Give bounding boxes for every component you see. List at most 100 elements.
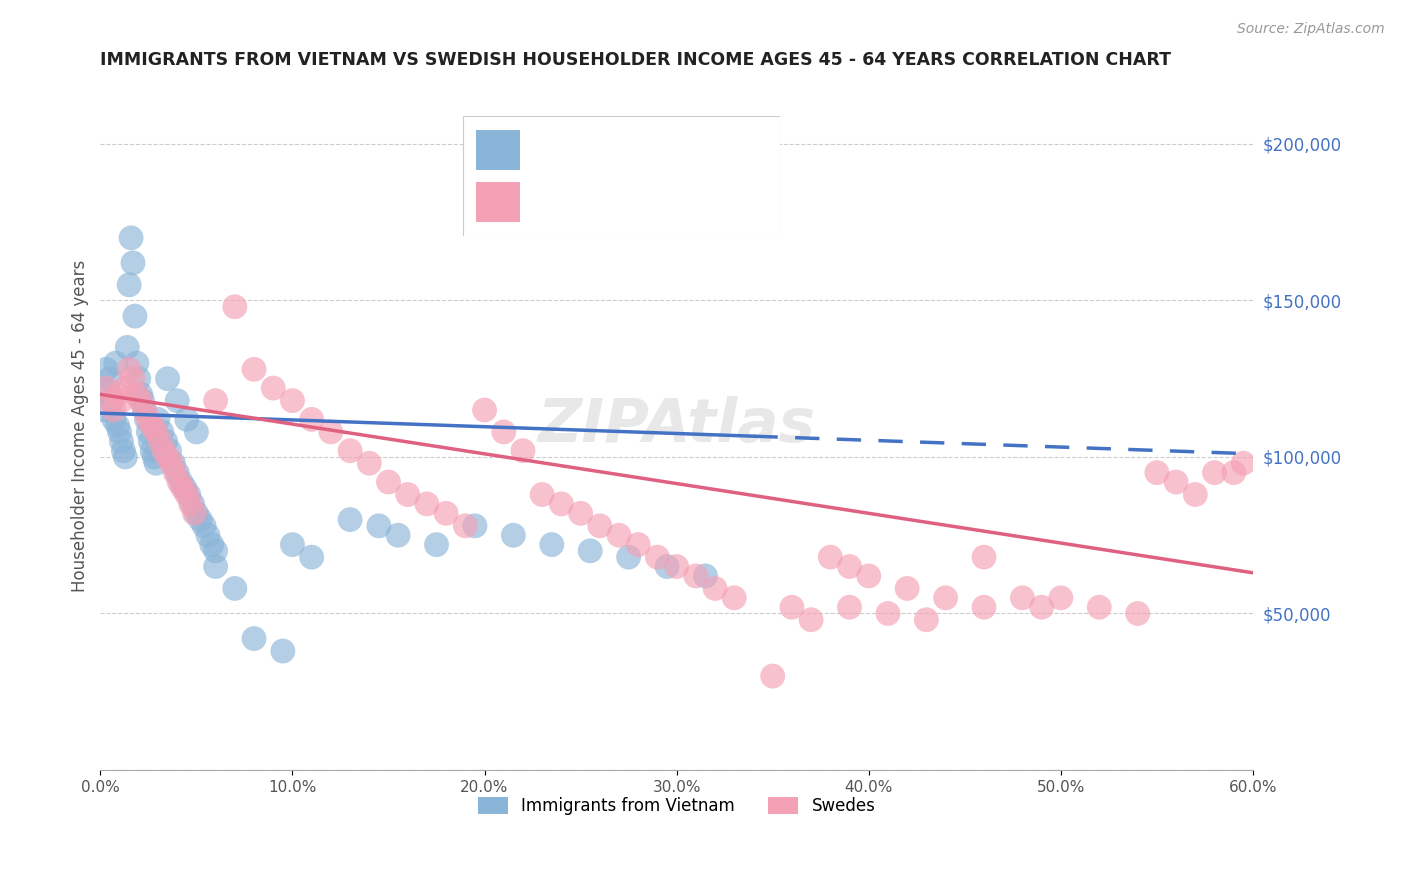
Point (454, 519, 477, 533)
Point (134, 403, 156, 417)
Point (94, 381, 117, 395)
Point (915, 613, 938, 627)
Point (820, 550, 842, 565)
Point (723, 591, 745, 605)
Point (367, 519, 389, 533)
Point (204, 559, 226, 574)
Point (156, 372, 179, 386)
Point (647, 550, 669, 565)
Point (176, 487, 198, 501)
Point (838, 559, 860, 574)
Text: Source: ZipAtlas.com: Source: ZipAtlas.com (1237, 22, 1385, 37)
Point (166, 393, 188, 408)
Point (973, 550, 995, 565)
Point (146, 412, 169, 426)
Text: IMMIGRANTS FROM VIETNAM VS SWEDISH HOUSEHOLDER INCOME AGES 45 - 64 YEARS CORRELA: IMMIGRANTS FROM VIETNAM VS SWEDISH HOUSE… (100, 51, 1171, 69)
Point (704, 582, 727, 596)
Point (160, 456, 183, 470)
Point (193, 519, 215, 533)
Point (177, 487, 200, 501)
Point (201, 538, 224, 552)
Point (156, 450, 179, 464)
Point (474, 403, 496, 417)
Point (128, 372, 150, 386)
Point (145, 456, 167, 470)
Point (695, 569, 717, 583)
Point (531, 487, 554, 501)
Point (135, 412, 157, 426)
Point (685, 569, 707, 583)
Point (243, 362, 266, 376)
Point (155, 434, 177, 449)
Point (124, 309, 146, 323)
Point (224, 582, 246, 596)
Point (1088, 600, 1111, 615)
Point (896, 582, 918, 596)
Point (579, 544, 602, 558)
Point (122, 372, 145, 386)
Point (149, 434, 172, 449)
Point (176, 412, 198, 426)
Point (172, 481, 194, 495)
Point (97, 384, 120, 399)
Point (114, 381, 136, 395)
Point (319, 425, 342, 439)
Point (125, 356, 148, 370)
Point (145, 425, 167, 439)
Point (118, 362, 141, 376)
Point (1146, 466, 1168, 480)
Point (512, 443, 534, 458)
Point (143, 450, 166, 464)
Point (159, 443, 181, 458)
Point (1204, 466, 1226, 480)
Point (1011, 591, 1033, 605)
Point (197, 528, 219, 542)
Point (224, 300, 246, 314)
Point (550, 497, 572, 511)
Point (1164, 475, 1187, 489)
Point (103, 412, 125, 426)
Point (204, 393, 226, 408)
Point (339, 512, 361, 526)
Y-axis label: Householder Income Ages 45 - 64 years: Householder Income Ages 45 - 64 years (72, 260, 89, 591)
Point (502, 528, 524, 542)
Point (1050, 591, 1073, 605)
Point (108, 425, 131, 439)
Point (569, 506, 592, 520)
Point (129, 393, 152, 408)
Point (434, 506, 457, 520)
Point (93, 403, 115, 417)
Point (114, 450, 136, 464)
Point (110, 434, 132, 449)
Point (492, 425, 515, 439)
Point (877, 607, 900, 621)
Point (1126, 607, 1149, 621)
Point (858, 569, 880, 583)
Legend: Immigrants from Vietnam, Swedes: Immigrants from Vietnam, Swedes (470, 789, 884, 823)
Point (104, 356, 127, 370)
Point (301, 412, 323, 426)
Point (180, 497, 202, 511)
Point (271, 644, 294, 658)
Point (204, 544, 226, 558)
Point (170, 475, 193, 489)
Point (103, 403, 125, 417)
Point (173, 481, 195, 495)
Point (152, 443, 174, 458)
Point (607, 528, 630, 542)
Point (387, 528, 409, 542)
Point (150, 425, 173, 439)
Point (110, 393, 132, 408)
Point (118, 277, 141, 292)
Point (589, 519, 612, 533)
Point (162, 456, 184, 470)
Point (617, 550, 640, 565)
Point (800, 613, 823, 627)
Point (464, 519, 486, 533)
Point (131, 393, 153, 408)
Point (359, 456, 381, 470)
Point (281, 538, 304, 552)
Point (167, 475, 190, 489)
Point (1232, 456, 1254, 470)
Point (117, 340, 139, 354)
